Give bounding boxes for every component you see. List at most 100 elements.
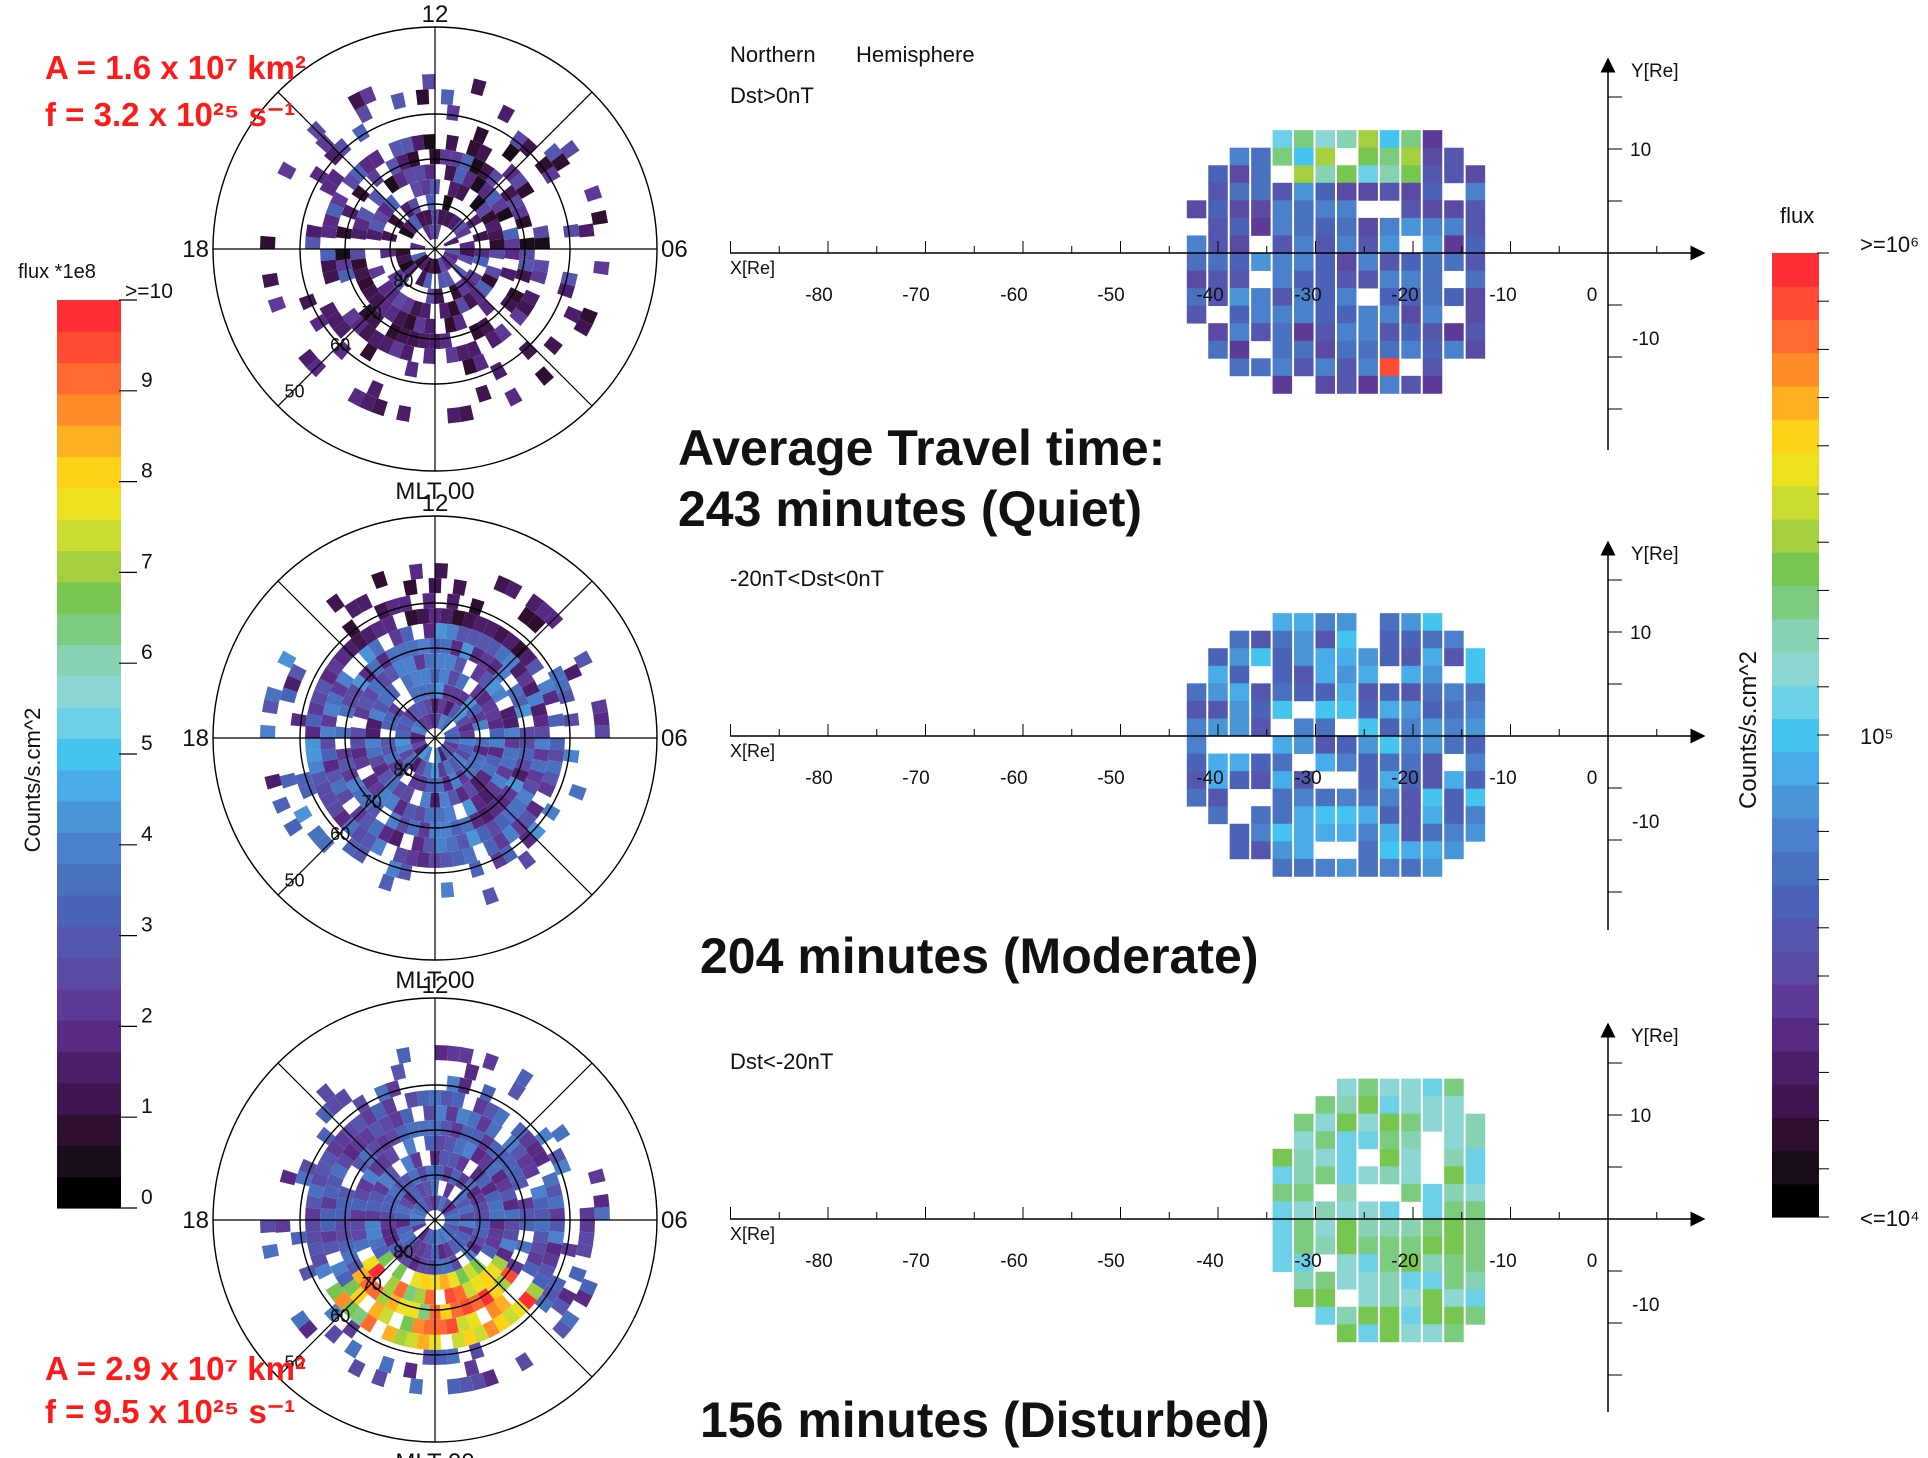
xy-cell	[1294, 147, 1314, 166]
polar-cell	[411, 134, 425, 152]
polar-cell	[351, 673, 370, 692]
polar-cell	[377, 201, 395, 219]
polar-cell	[356, 1177, 375, 1194]
polar-cell	[422, 272, 433, 289]
polar-cell	[320, 1207, 336, 1220]
xy-cell	[1422, 1201, 1443, 1220]
polar-cell	[573, 318, 593, 337]
polar-cell	[469, 194, 487, 212]
xy-cell	[1229, 771, 1250, 790]
xy-cell	[1401, 613, 1421, 632]
xy-cell	[1315, 630, 1335, 649]
polar-cell	[485, 657, 504, 677]
polar-cell	[493, 665, 512, 684]
xy-cell	[1444, 1236, 1464, 1255]
xy-cell	[1336, 340, 1357, 359]
polar-cell	[366, 168, 385, 188]
xy-cell	[1444, 253, 1464, 271]
polar-cell	[447, 756, 462, 773]
xy-cell	[1422, 305, 1443, 324]
xy-cell	[1336, 630, 1357, 649]
latitude-label: 60	[330, 335, 350, 355]
polar-cell	[350, 1220, 366, 1232]
y-axis-label: Y[Re]	[1631, 544, 1679, 565]
polar-cell	[510, 817, 530, 837]
polar-cell	[445, 623, 459, 641]
polar-cell	[404, 1091, 419, 1109]
xy-cell	[1294, 1254, 1314, 1273]
polar-cell	[383, 1233, 401, 1248]
polar-cell	[469, 1192, 487, 1207]
polar-cell	[392, 846, 408, 865]
polar-cell	[465, 1311, 482, 1330]
polar-cell	[518, 1130, 538, 1149]
xy-cell	[1465, 323, 1486, 342]
y-tick-label: 10	[1630, 140, 1651, 161]
polar-cell	[365, 746, 383, 759]
xy-cell	[1251, 683, 1271, 702]
xy-cell	[1379, 358, 1400, 377]
y-tick-label: -10	[1632, 812, 1659, 833]
polar-cell	[359, 1107, 378, 1127]
polar-cell	[440, 745, 453, 760]
polar-cell	[477, 1288, 495, 1307]
polar-cell	[383, 664, 400, 683]
polar-cell	[366, 657, 385, 677]
polar-cell	[493, 792, 512, 811]
polar-cell	[447, 1238, 462, 1255]
polar-cell	[443, 725, 460, 736]
colorbar-swatch	[57, 456, 121, 489]
polar-cell	[455, 225, 472, 239]
polar-cell	[455, 748, 472, 762]
polar-cell	[404, 609, 419, 627]
colorbar-swatch	[1772, 319, 1819, 354]
polar-cell	[352, 1238, 371, 1253]
xy-cell	[1229, 217, 1250, 236]
xy-cell	[1401, 841, 1421, 860]
polar-cell	[464, 1063, 480, 1081]
polar-cell	[509, 307, 529, 326]
polar-cell	[444, 738, 460, 745]
polar-cell	[468, 860, 485, 879]
xy-cell	[1336, 200, 1357, 219]
polar-cell	[298, 348, 318, 369]
polar-cell	[518, 648, 538, 667]
polar-cell	[350, 1229, 368, 1242]
colorbar-tick-label: 6	[141, 641, 153, 664]
polar-cell	[415, 759, 428, 777]
polar-cell	[534, 155, 554, 175]
polar-cell	[472, 1324, 490, 1343]
xy-cell	[1272, 753, 1293, 772]
polar-cell	[573, 650, 593, 669]
xy-cell	[1315, 1131, 1335, 1150]
polar-cell	[526, 691, 545, 708]
xy-cell	[1422, 1324, 1443, 1343]
polar-cell	[563, 305, 583, 324]
latitude-label: 70	[362, 1274, 382, 1294]
xy-heatmap	[1272, 1078, 1486, 1343]
xy-cell	[1401, 665, 1421, 684]
x-tick-label: -80	[805, 1251, 832, 1272]
polar-cell	[459, 240, 475, 249]
polar-cell	[335, 1229, 353, 1244]
xy-cell	[1422, 270, 1443, 289]
polar-cell	[541, 803, 561, 822]
xy-cell	[1465, 235, 1486, 254]
xy-cell	[1379, 736, 1400, 754]
polar-cell	[320, 259, 338, 273]
polar-cell	[428, 224, 435, 240]
flux-annotation-top: f = 3.2 x 10²⁵ s⁻¹	[45, 96, 295, 133]
polar-cell	[413, 805, 426, 823]
polar-cell	[474, 1210, 490, 1220]
polar-cell	[388, 139, 405, 158]
xy-cell	[1229, 288, 1250, 307]
xy-cell	[1401, 1183, 1421, 1202]
polar-cell	[399, 201, 415, 219]
polar-cell	[325, 691, 344, 708]
polar-cell	[413, 1202, 428, 1215]
polar-cell	[455, 714, 472, 728]
xy-cell	[1272, 235, 1293, 254]
polar-cell	[469, 683, 487, 701]
xy-cell	[1208, 323, 1228, 342]
polar-cell	[358, 155, 377, 175]
